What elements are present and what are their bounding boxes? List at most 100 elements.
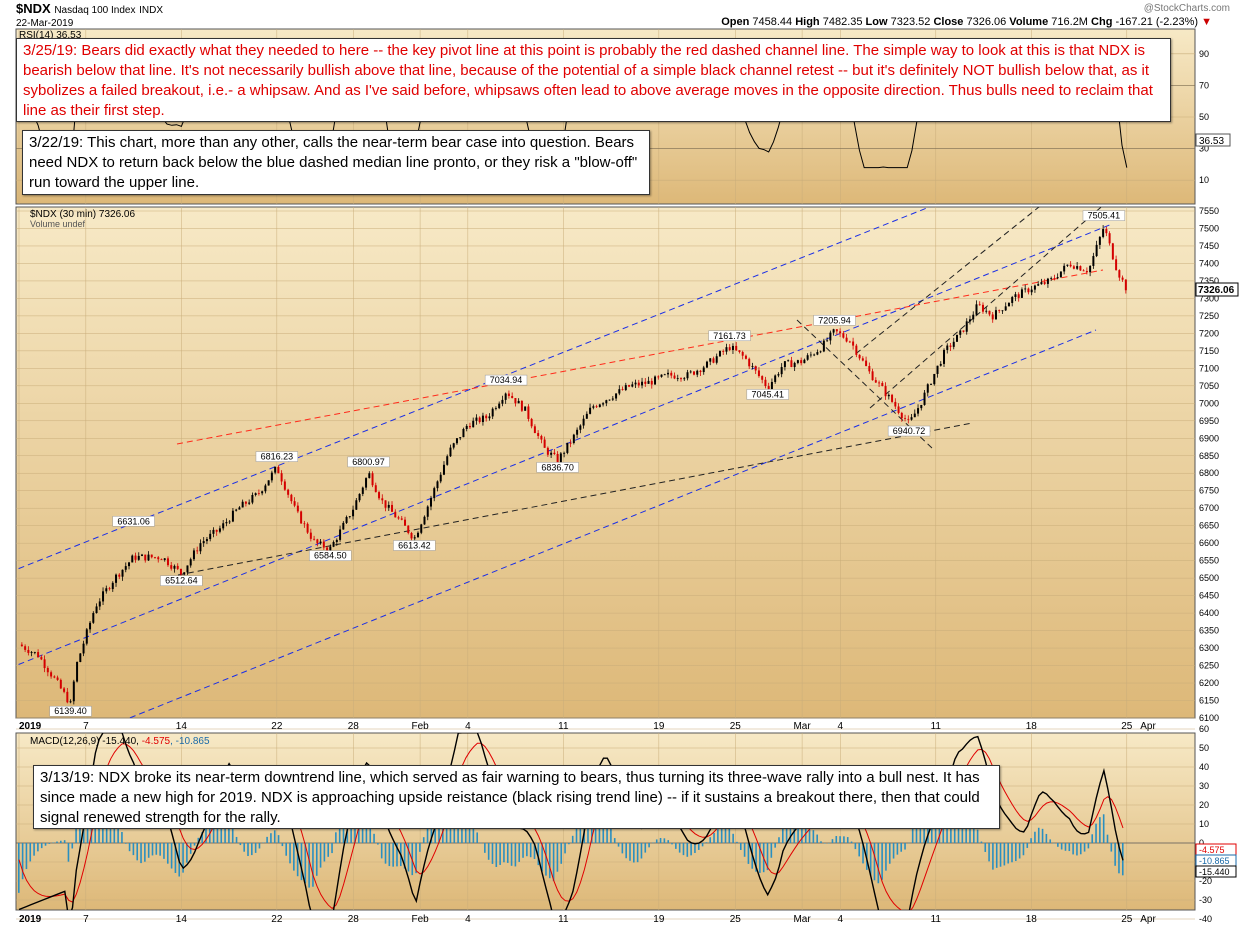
macd-histogram-bar: [785, 824, 788, 843]
macd-histogram-bar: [1022, 843, 1025, 856]
note-2019-03-13: 3/13/19: NDX broke its near-term downtre…: [33, 765, 1000, 829]
x-axis-label: 14: [176, 721, 188, 732]
macd-histogram-bar: [228, 816, 230, 843]
macd-histogram-bar: [369, 817, 372, 843]
x-axis-label: Mar: [793, 721, 811, 732]
candle-body: [1102, 229, 1105, 237]
candle-body: [137, 555, 140, 560]
candle-body: [686, 372, 689, 379]
candle-body: [858, 354, 861, 359]
candle-body: [95, 606, 98, 614]
rsi-label: RSI(14) 36.53: [19, 30, 82, 41]
price-y-tick: 7050: [1199, 381, 1219, 391]
price-y-tick: 6850: [1199, 451, 1219, 461]
price-y-tick: 7350: [1199, 276, 1219, 286]
candle-body: [572, 434, 575, 444]
candle-body: [676, 378, 679, 379]
candle-body: [842, 333, 845, 338]
candle-body: [280, 473, 283, 482]
candle-body: [923, 392, 926, 405]
macd-histogram-bar: [109, 816, 112, 843]
candle-body: [796, 360, 799, 363]
rsi-y-tick: 70: [1199, 80, 1209, 90]
candle-body: [936, 365, 939, 374]
candle-body: [361, 487, 364, 494]
x-axis-label: 4: [465, 721, 471, 732]
candle-body: [848, 341, 851, 343]
macd-histogram-bar: [403, 843, 406, 869]
macd-histogram-bar: [652, 842, 654, 844]
x-axis-label-bottom: 2019: [19, 914, 42, 925]
x-axis-label: 19: [653, 721, 665, 732]
macd-histogram-bar: [388, 843, 391, 867]
candle-body: [79, 653, 82, 662]
candle-body: [251, 495, 254, 503]
macd-histogram-bar: [755, 843, 757, 872]
candle-body: [663, 374, 666, 376]
candle-body: [407, 525, 410, 533]
symbol-exchange: INDX: [139, 5, 164, 16]
candle-body: [959, 330, 962, 335]
candle-body: [803, 359, 806, 364]
candle-body: [24, 646, 27, 650]
candle-body: [274, 466, 277, 473]
candle-body: [468, 425, 471, 428]
price-y-tick: 6250: [1199, 661, 1219, 671]
macd-histogram-bar: [648, 843, 650, 848]
candle-body: [871, 371, 874, 381]
macd-histogram-bar: [613, 838, 616, 843]
macd-histogram-bar: [560, 843, 563, 864]
candle-body: [170, 565, 173, 569]
candle-body: [725, 347, 728, 352]
candle-body: [563, 452, 566, 454]
macd-histogram-bar: [736, 841, 738, 843]
macd-histogram-bar: [881, 843, 883, 880]
candle-body: [498, 403, 501, 409]
candle-body: [53, 676, 56, 678]
price-y-tick: 7450: [1199, 241, 1219, 251]
candle-body: [556, 453, 559, 463]
macd-histogram-bar: [984, 843, 987, 852]
candle-body: [115, 574, 118, 583]
macd-histogram-bar: [37, 843, 39, 852]
candle-body: [1020, 289, 1023, 298]
macd-histogram-bar: [973, 826, 975, 843]
candle-body: [1072, 266, 1075, 269]
macd-histogram-bar: [911, 827, 914, 843]
macd-histogram-bar: [75, 819, 77, 843]
price-label-box: [708, 330, 751, 342]
macd-histogram-bar: [319, 843, 322, 868]
low-value: 7323.52: [890, 16, 931, 28]
candle-body: [608, 399, 611, 401]
macd-histogram-bar: [976, 829, 979, 843]
candle-body: [628, 385, 631, 387]
macd-y-tick: 50: [1199, 743, 1209, 753]
macd-y-tick: 40: [1199, 762, 1209, 772]
candle-body: [1059, 271, 1062, 278]
candle-body: [615, 393, 618, 399]
macd-histogram-bar: [128, 843, 131, 852]
candle-body: [371, 473, 374, 486]
candle-body: [381, 498, 384, 501]
x-axis-label-bottom: 11: [931, 914, 942, 925]
svg-text:36.53: 36.53: [1199, 136, 1224, 147]
macd-histogram-bar: [705, 842, 708, 843]
candle-body: [1118, 270, 1121, 278]
macd-histogram-bar: [804, 828, 807, 843]
svg-text:7326.06: 7326.06: [1198, 285, 1235, 296]
macd-histogram-bar: [468, 824, 471, 843]
candle-body: [257, 493, 260, 495]
candle-body: [433, 488, 436, 499]
x-axis-label: Feb: [411, 721, 429, 732]
price-label-box: [887, 425, 931, 437]
candle-body: [813, 354, 816, 356]
candle-body: [459, 437, 462, 439]
macd-histogram-bar: [182, 843, 184, 873]
candle-body: [455, 438, 458, 444]
macd-histogram-bar: [896, 843, 899, 855]
x-axis-label-bottom: Apr: [1140, 914, 1156, 925]
macd-histogram-bar: [1037, 827, 1040, 843]
candle-body: [589, 407, 592, 414]
candle-body: [566, 442, 569, 453]
candle-body: [673, 375, 676, 379]
